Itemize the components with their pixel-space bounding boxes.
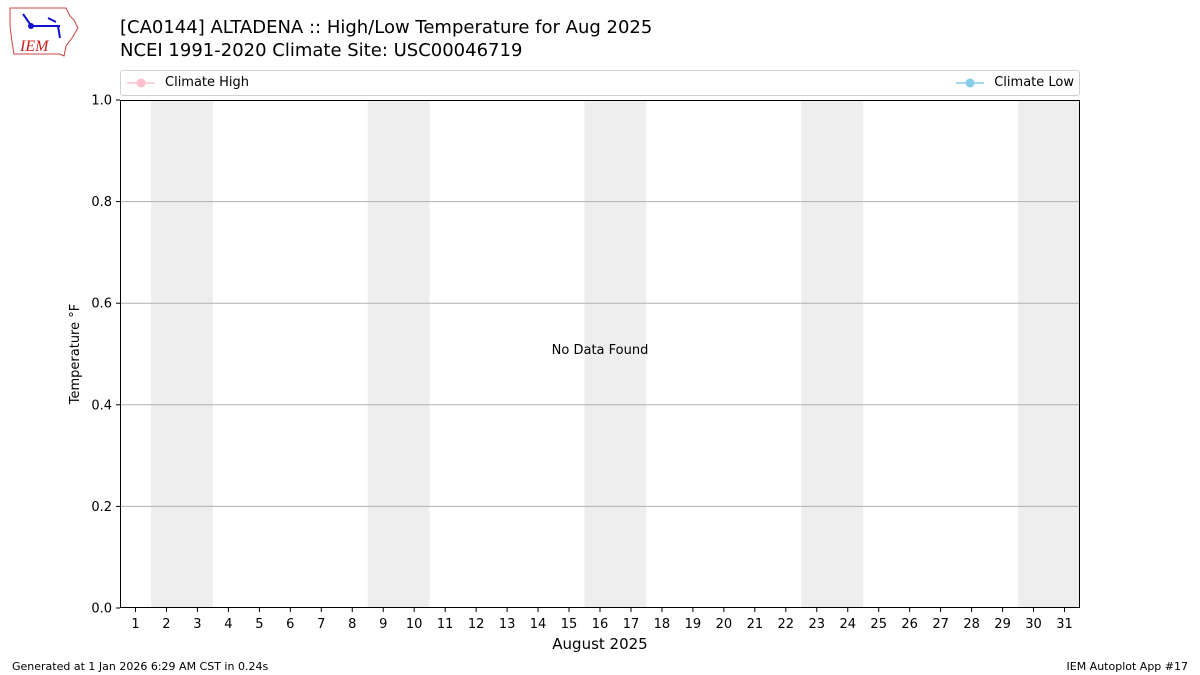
- x-tick-label: 13: [499, 617, 516, 632]
- x-tick-label: 28: [963, 617, 980, 632]
- x-tick-label: 17: [623, 617, 640, 632]
- x-tick-label: 14: [530, 617, 547, 632]
- x-tick-label: 25: [870, 617, 887, 632]
- y-tick-label: 1.0: [91, 94, 112, 109]
- x-tick-label: 12: [468, 617, 485, 632]
- weekend-band: [367, 100, 430, 608]
- x-tick-label: 23: [809, 617, 826, 632]
- x-tick-label: 24: [839, 617, 856, 632]
- legend: Climate High Climate Low: [120, 70, 1080, 96]
- y-axis-label: Temperature °F: [68, 304, 83, 405]
- footer-generated: Generated at 1 Jan 2026 6:29 AM CST in 0…: [12, 660, 269, 673]
- x-tick-label: 30: [1025, 617, 1042, 632]
- weekend-band: [1018, 100, 1080, 608]
- no-data-annotation: No Data Found: [552, 343, 649, 358]
- chart-subtitle: NCEI 1991-2020 Climate Site: USC00046719: [120, 40, 523, 61]
- chart-title: [CA0144] ALTADENA :: High/Low Temperatur…: [120, 17, 653, 38]
- y-tick-label: 0.4: [91, 398, 112, 413]
- iem-logo: IEM: [9, 7, 79, 57]
- x-tick-label: 18: [654, 617, 671, 632]
- y-tick-label: 0.2: [91, 500, 112, 515]
- weekend-band: [150, 100, 213, 608]
- weekend-band: [801, 100, 864, 608]
- x-tick-label: 11: [437, 617, 454, 632]
- x-tick-label: 4: [224, 617, 232, 632]
- legend-label: Climate Low: [994, 75, 1074, 90]
- x-tick-label: 31: [1056, 617, 1073, 632]
- y-tick-label: 0.0: [91, 602, 112, 617]
- plot-frame: [120, 100, 1080, 608]
- y-tick-label: 0.6: [91, 297, 112, 312]
- legend-item-climate-high: Climate High: [127, 75, 249, 90]
- x-tick-label: 10: [406, 617, 423, 632]
- x-tick-label: 7: [317, 617, 325, 632]
- x-tick-label: 27: [932, 617, 949, 632]
- x-tick-label: 2: [162, 617, 170, 632]
- legend-item-climate-low: Climate Low: [956, 75, 1074, 90]
- x-tick-label: 21: [747, 617, 764, 632]
- x-tick-label: 22: [778, 617, 795, 632]
- x-tick-label: 3: [193, 617, 201, 632]
- x-tick-label: 16: [592, 617, 609, 632]
- x-tick-label: 9: [379, 617, 387, 632]
- legend-marker-high: [127, 78, 155, 87]
- svg-text:IEM: IEM: [19, 38, 50, 55]
- y-tick-label: 0.8: [91, 195, 112, 210]
- footer-app: IEM Autoplot App #17: [1066, 660, 1189, 673]
- weekend-band: [584, 100, 647, 608]
- x-tick-label: 29: [994, 617, 1011, 632]
- x-tick-label: 5: [255, 617, 263, 632]
- x-tick-label: 15: [561, 617, 578, 632]
- x-tick-label: 6: [286, 617, 294, 632]
- legend-marker-low: [956, 78, 985, 87]
- x-tick-label: 1: [131, 617, 139, 632]
- x-tick-label: 19: [685, 617, 702, 632]
- x-tick-label: 8: [348, 617, 356, 632]
- legend-label: Climate High: [165, 75, 250, 90]
- x-tick-label: 26: [901, 617, 918, 632]
- x-tick-label: 20: [716, 617, 733, 632]
- x-axis-label: August 2025: [552, 635, 647, 653]
